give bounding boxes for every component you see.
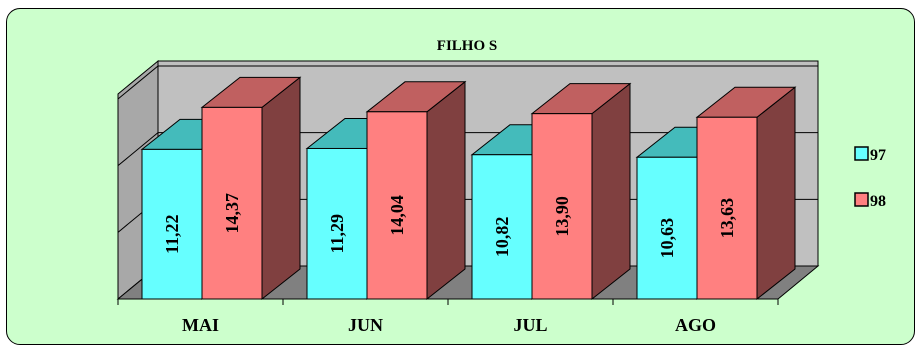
x-tick-label: JUL bbox=[513, 315, 547, 335]
data-label: 13,90 bbox=[552, 196, 572, 237]
legend-swatch bbox=[854, 192, 869, 207]
data-label: 13,63 bbox=[717, 198, 737, 239]
bar-side bbox=[261, 76, 301, 301]
bar-98-jul bbox=[531, 113, 593, 300]
legend-label: 97 bbox=[870, 147, 886, 164]
bar-97-mai bbox=[141, 148, 203, 300]
legend: 97 98 bbox=[854, 146, 886, 210]
chart-title: FILHO S bbox=[437, 38, 497, 54]
bar-98-ago bbox=[696, 116, 758, 300]
data-label: 10,82 bbox=[492, 217, 512, 258]
x-axis: MAI JUN JUL AGO bbox=[117, 298, 779, 335]
gridline bbox=[117, 65, 818, 100]
x-tick-label: AGO bbox=[675, 315, 716, 335]
bar-98-mai bbox=[201, 106, 263, 300]
bar-98-jun bbox=[366, 111, 428, 300]
data-label: 14,04 bbox=[387, 195, 407, 236]
data-label: 11,22 bbox=[162, 214, 182, 254]
bar-side bbox=[426, 80, 466, 301]
legend-swatch bbox=[854, 146, 869, 161]
legend-label: 98 bbox=[870, 193, 886, 210]
bar-97-jul bbox=[471, 154, 533, 300]
bar-side bbox=[756, 86, 796, 301]
chart-bars: 11,22 14,37 11,29 14,04 10,82 13,90 10,63 13,63 bbox=[140, 76, 797, 301]
data-label: 10,63 bbox=[657, 218, 677, 259]
x-tick-label: JUN bbox=[348, 315, 383, 335]
x-tick-label: MAI bbox=[182, 315, 219, 335]
data-label: 11,29 bbox=[327, 214, 347, 254]
bar-side bbox=[591, 82, 631, 301]
data-label: 14,37 bbox=[222, 193, 242, 234]
